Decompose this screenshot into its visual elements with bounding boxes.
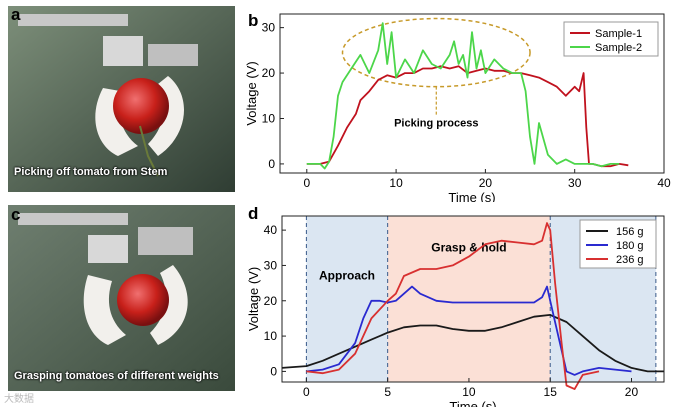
- panel-label-d: d: [248, 204, 258, 223]
- legend-label-180-g: 180 g: [616, 240, 644, 252]
- x-tick-label: 0: [303, 385, 310, 399]
- legend-label-236-g: 236 g: [616, 254, 644, 266]
- y-tick-label: 10: [264, 329, 278, 343]
- plot-frame-b: [279, 13, 665, 174]
- x-axis-label-d: Time (s): [449, 399, 496, 407]
- x-tick-label: 20: [479, 176, 493, 190]
- legend-box-b: [563, 21, 659, 57]
- y-tick-label: 40: [264, 223, 278, 237]
- x-tick-label: 10: [389, 176, 403, 190]
- y-tick-label: 0: [268, 157, 275, 171]
- series-line-sample-1: [306, 65, 629, 168]
- annotation-picking-process: Picking process: [394, 118, 478, 130]
- y-tick-label: 30: [264, 258, 278, 272]
- legend-label-sample-1: Sample-1: [595, 28, 642, 40]
- caption-a: Picking off tomato from Stem: [14, 166, 168, 178]
- series-line-180-g: [306, 285, 632, 376]
- legend-label-sample-2: Sample-2: [595, 42, 642, 54]
- picking-process-ellipse: [341, 17, 531, 88]
- photo-picking-tomato: Picking off tomato from Stem: [8, 6, 235, 192]
- x-tick-label: 0: [303, 176, 310, 190]
- legend-label-156-g: 156 g: [616, 226, 644, 238]
- y-tick-label: 20: [264, 294, 278, 308]
- photo-grasping-tomato: Grasping tomatoes of different weights: [8, 205, 235, 391]
- y-axis-label-d: Voltage (V): [246, 267, 261, 331]
- panel-label-a: a: [11, 5, 21, 24]
- y-axis-label-b: Voltage (V): [244, 61, 259, 125]
- watermark: 大数据: [4, 394, 34, 405]
- x-tick-label: 40: [657, 176, 671, 190]
- caption-c: Grasping tomatoes of different weights: [14, 370, 219, 382]
- series-line-236-g: [306, 222, 600, 390]
- tomato-gripper-image-c: [8, 205, 235, 391]
- x-tick-label: 30: [568, 176, 582, 190]
- y-tick-label: 30: [262, 21, 276, 35]
- y-tick-label: 20: [262, 66, 276, 80]
- series-line-sample-2: [306, 22, 620, 170]
- y-tick-label: 0: [270, 364, 277, 378]
- x-tick-label: 10: [462, 385, 476, 399]
- region-approach: [306, 216, 388, 382]
- tomato-gripper-image-a: [8, 6, 235, 192]
- x-tick-label: 15: [544, 385, 558, 399]
- chart-b-picking-voltage: b 0 10 20 30 40 0 10 20 30 Picking process Time …: [244, 11, 671, 202]
- panel-label-c: c: [11, 205, 21, 224]
- plot-frame-d: [281, 215, 665, 383]
- x-tick-label: 5: [384, 385, 391, 399]
- region-label-approach: Approach: [319, 269, 375, 283]
- x-tick-label: 20: [625, 385, 639, 399]
- x-axis-label-b: Time (s): [448, 190, 495, 202]
- y-tick-label: 10: [262, 111, 276, 125]
- panel-label-b: b: [248, 11, 258, 30]
